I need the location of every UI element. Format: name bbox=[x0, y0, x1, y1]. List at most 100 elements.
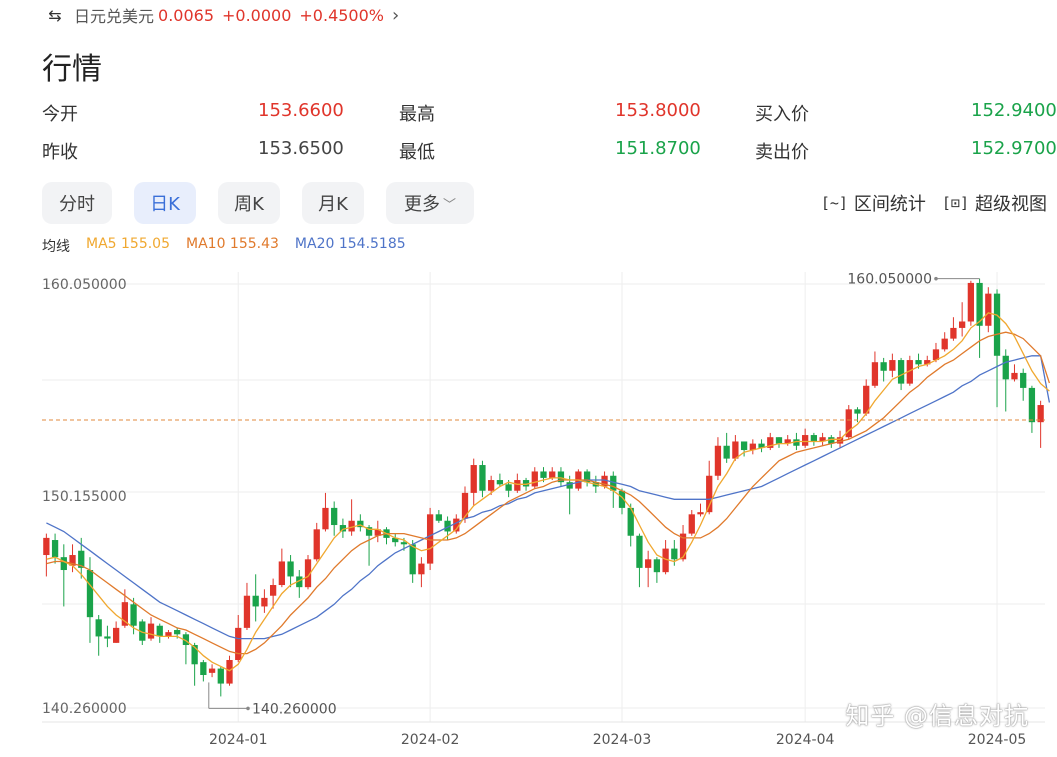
low-label: 最低 bbox=[399, 142, 435, 163]
swap-icon: ⇆ bbox=[48, 5, 62, 25]
x-tick-label: 2024-01 bbox=[209, 732, 268, 748]
candle-body bbox=[104, 636, 111, 639]
candle-body bbox=[426, 514, 434, 564]
candle-body bbox=[959, 321, 966, 328]
candle bbox=[470, 458, 477, 506]
candle-body bbox=[1020, 372, 1027, 388]
candle-body bbox=[662, 548, 669, 573]
candle-body bbox=[1028, 387, 1036, 423]
x-tick-label: 2024-05 bbox=[968, 732, 1027, 748]
page-title: 行情 bbox=[42, 52, 102, 87]
candle-body bbox=[112, 627, 120, 643]
ma5-line bbox=[46, 312, 1050, 672]
candle-body bbox=[540, 471, 547, 478]
tab-timeshare[interactable]: 分时 bbox=[42, 182, 112, 224]
candle bbox=[897, 357, 905, 391]
candle bbox=[880, 357, 887, 382]
candle-body bbox=[636, 535, 643, 568]
candle-body bbox=[130, 604, 137, 626]
candle bbox=[69, 544, 76, 573]
candle bbox=[985, 287, 992, 333]
candle-body bbox=[645, 559, 652, 568]
candle-body bbox=[749, 443, 756, 451]
candle-body bbox=[1037, 405, 1044, 423]
candle bbox=[845, 405, 852, 440]
candle-body bbox=[165, 632, 172, 637]
max-annotation-dot bbox=[934, 276, 938, 281]
ma10-line bbox=[46, 331, 1051, 655]
candle bbox=[104, 625, 111, 648]
candle-body bbox=[793, 439, 800, 446]
candle bbox=[514, 473, 521, 493]
candle bbox=[828, 435, 835, 448]
ask-value: 152.9700 bbox=[971, 138, 1057, 159]
candle bbox=[688, 510, 695, 536]
candle-body bbox=[1002, 355, 1009, 380]
candle-body bbox=[549, 471, 556, 478]
chart-tools: [~] 区间统计 [⊡] 超级视图 bbox=[821, 190, 1047, 216]
candle-body bbox=[767, 437, 774, 448]
candle-body bbox=[557, 471, 565, 483]
candle bbox=[426, 507, 434, 571]
candle-body bbox=[365, 527, 373, 536]
candle bbox=[993, 289, 1001, 408]
candle-body bbox=[479, 465, 486, 491]
candle-body bbox=[924, 360, 931, 365]
candle-body bbox=[993, 293, 1001, 356]
open-label: 今开 bbox=[42, 104, 78, 125]
candle-body bbox=[653, 559, 661, 573]
fullscreen-icon: [⊡] bbox=[941, 194, 969, 212]
prev-close-value: 153.6500 bbox=[258, 138, 344, 159]
candle-body bbox=[566, 482, 573, 489]
candle bbox=[1011, 364, 1018, 382]
ma-legend-label: 均线 bbox=[42, 239, 70, 255]
candle-body bbox=[732, 441, 739, 459]
range-stats-label: 区间统计 bbox=[853, 194, 926, 215]
candle-body bbox=[435, 514, 442, 521]
candle-body bbox=[723, 445, 730, 459]
candle-body bbox=[339, 525, 347, 532]
tab-more-label: 更多 bbox=[403, 194, 440, 215]
tab-daily-k[interactable]: 日K bbox=[134, 182, 196, 224]
candle-body bbox=[331, 507, 338, 526]
candle-body bbox=[139, 621, 146, 641]
tab-monthly-k[interactable]: 月K bbox=[302, 182, 364, 224]
candle-body bbox=[1011, 372, 1018, 380]
candle-body bbox=[470, 465, 477, 493]
candle bbox=[496, 473, 504, 487]
candlestick-chart[interactable]: 160.050000 150.155000 140.260000 2024-01 202… bbox=[0, 262, 1057, 757]
candle bbox=[86, 557, 94, 643]
tab-more[interactable]: 更多 ﹀ bbox=[386, 182, 474, 224]
candle-body bbox=[514, 480, 521, 491]
candle-body bbox=[488, 480, 495, 491]
candle bbox=[208, 664, 216, 678]
candle bbox=[967, 280, 975, 326]
candle bbox=[200, 660, 207, 682]
range-stats-icon: [~] bbox=[820, 194, 848, 212]
currency-pair-name: 日元兑美元 bbox=[74, 7, 155, 26]
currency-link[interactable]: ⇆ 日元兑美元 0.0065 +0.0000 +0.4500% › bbox=[44, 4, 399, 27]
tab-weekly-k[interactable]: 周K bbox=[218, 182, 280, 224]
candle-body bbox=[941, 338, 948, 350]
candle bbox=[348, 499, 355, 536]
candle-body bbox=[610, 475, 617, 491]
candle bbox=[217, 666, 224, 697]
candle-body bbox=[967, 282, 975, 322]
candle-body bbox=[243, 595, 251, 628]
range-stats-button[interactable]: [~] 区间统计 bbox=[821, 190, 926, 216]
super-view-button[interactable]: [⊡] 超级视图 bbox=[942, 190, 1047, 216]
candle bbox=[435, 510, 442, 523]
min-annotation-label: 140.260000 bbox=[252, 701, 337, 717]
candle bbox=[60, 544, 67, 607]
candle-body bbox=[583, 471, 591, 483]
y-tick-label: 160.050000 bbox=[42, 277, 127, 293]
candle-body bbox=[95, 619, 102, 637]
candle-body bbox=[147, 623, 155, 639]
candle bbox=[357, 514, 364, 532]
candle-body bbox=[906, 360, 913, 384]
candle-body bbox=[950, 327, 957, 339]
candle bbox=[959, 302, 966, 337]
candle-body bbox=[278, 561, 285, 586]
candle-body bbox=[897, 360, 905, 384]
candle bbox=[697, 503, 704, 517]
